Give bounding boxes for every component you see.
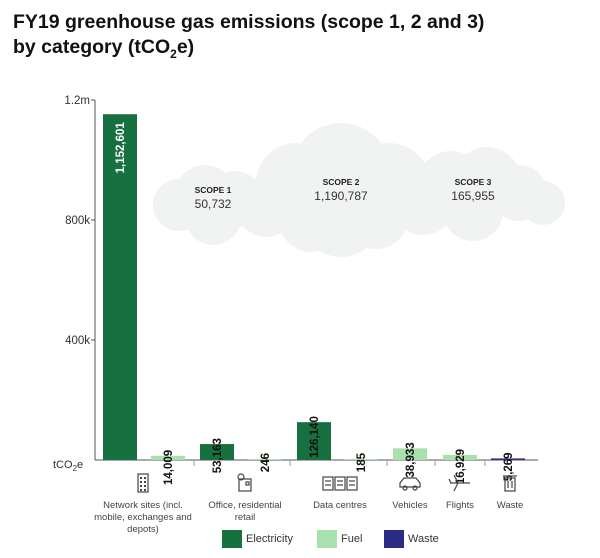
scope-clouds: SCOPE 1 50,732 SCOPE 2 1,190,787 SCOPE 3 165,… [153,123,565,257]
legend-swatch-fuel [317,530,337,548]
building-window [140,477,142,479]
y-unit-label: tCO2e [53,459,83,473]
building-body [137,473,149,493]
scope-value-3: 165,955 [451,189,495,203]
car-icon [399,477,421,491]
bar-fuel-6 [393,448,427,460]
category-label: Vehicles [392,500,428,511]
building-window [140,481,142,483]
cloud-blob [185,189,241,245]
category-label: Network sites (incl. mobile, exchanges a… [94,500,192,535]
legend-label-electricity: Electricity [246,533,294,545]
building-window [140,489,142,491]
bar-fuel-1 [151,455,185,460]
airplane-shape [448,474,470,492]
scope-value-1: 50,732 [195,197,232,211]
bar-electricity-0 [103,114,137,461]
bar-value-label-7: 16,929 [455,449,467,484]
bar-value-label-2: 53,163 [212,438,224,473]
bar-value-label-1: 14,009 [163,450,175,485]
scope-label-2: SCOPE 2 [323,177,360,187]
bar-value-label-3: 246 [260,453,272,472]
car-wheel [412,485,418,491]
building-window [144,485,146,487]
car-body [399,477,421,488]
building-icon [137,473,149,493]
bar-waste-8 [491,458,525,460]
bar-value-label-6: 38,933 [405,442,417,477]
trash-bin-icon [503,475,517,492]
office-person-head [237,473,245,481]
cloud-blob [344,185,408,249]
category-label: Office, residential retail [208,500,282,523]
chart-title: FY19 greenhouse gas emissions (scope 1, … [13,10,573,62]
office-window [245,481,250,486]
office-icon [237,473,252,492]
cloud-blob [279,188,343,252]
category-label: Flights [446,500,474,511]
bar-electricity-2 [200,444,234,460]
rack-unit [334,476,346,491]
rack-unit [346,476,358,491]
y-tick-label: 400k [65,335,90,347]
building-window [144,481,146,483]
scope-label-3: SCOPE 3 [455,177,492,187]
bar-electricity-4 [297,422,331,460]
bar-value-label-4: 126,140 [309,416,321,458]
bar-fuel-7 [443,454,477,460]
rack-unit [322,476,334,491]
category-label: Data centres [313,500,367,511]
legend-label-waste: Waste [408,533,439,545]
building-window [144,489,146,491]
y-tick-label: 1.2m [64,95,90,107]
legend-swatch-waste [384,530,404,548]
bin-body [504,477,516,492]
airplane-icon [448,474,470,492]
bar-value-label-8: 5,269 [503,452,515,481]
category-icons [137,473,517,493]
cloud-blob [443,181,503,241]
cloud-blob [521,181,565,225]
bar-fuel-3 [248,459,282,460]
building-window [140,485,142,487]
y-tick-label: 800k [65,215,90,227]
scope-value-2: 1,190,787 [314,189,368,203]
bar-value-label-5: 185 [356,452,368,472]
bar-fuel-5 [344,459,378,460]
building-window [144,477,146,479]
server-rack-icon [322,476,358,491]
bar-value-label-0: 1,152,601 [115,122,127,174]
scope-cloud-3: SCOPE 3 165,955 [395,147,565,241]
title-line-2: by category (tCO2e) [13,36,195,61]
category-label: Waste [496,500,524,511]
car-wheel [402,485,408,491]
office-body [238,478,252,492]
legend-label-fuel: Fuel [341,533,363,545]
legend-swatch-electricity [222,530,242,548]
title-line-1: FY19 greenhouse gas emissions (scope 1, … [13,11,485,33]
scope-label-1: SCOPE 1 [195,185,232,195]
